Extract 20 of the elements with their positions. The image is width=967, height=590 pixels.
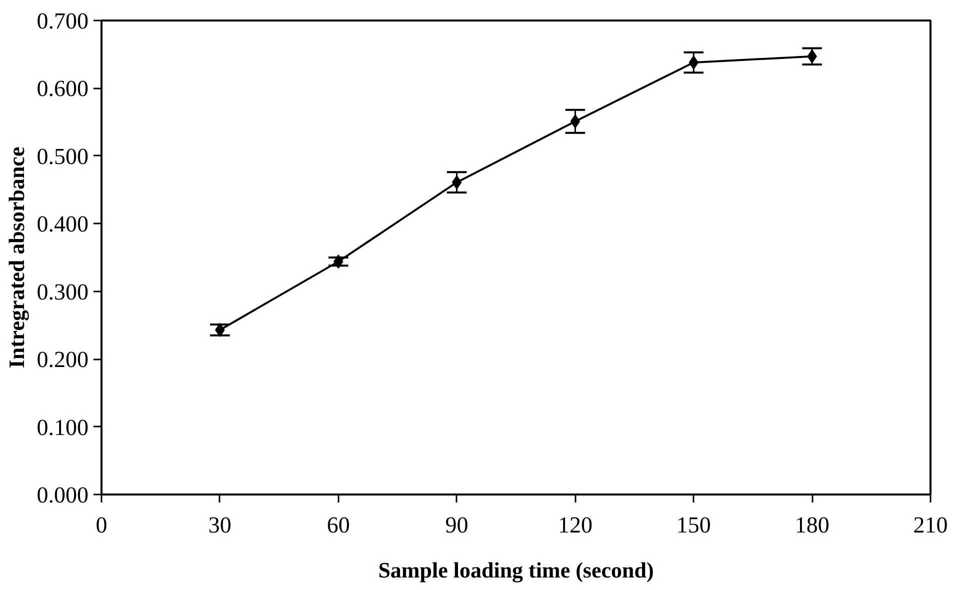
y-tick-label: 0.600 [36, 76, 88, 102]
x-tick-label: 120 [558, 512, 592, 538]
y-tick-label: 0.000 [36, 482, 88, 508]
y-tick-label: 0.400 [36, 212, 88, 237]
x-tick-label: 60 [326, 512, 350, 538]
point [452, 175, 462, 190]
x-axis-title: Sample loading time (second) [378, 558, 654, 582]
x-tick-label: 210 [913, 512, 948, 538]
point [570, 114, 580, 128]
y-axis-title: Intregrated absorbance [4, 146, 29, 368]
x-tick-label: 150 [676, 512, 711, 538]
y-tick-label: 0.500 [36, 144, 88, 169]
x-tick-label: 0 [96, 512, 108, 538]
y-tick-label: 0.700 [36, 8, 88, 34]
x-tick-label: 90 [445, 512, 468, 538]
y-tick-label: 0.100 [36, 414, 88, 440]
y-tick-label: 0.300 [36, 279, 88, 304]
x-tick-label: 180 [794, 512, 830, 538]
x-tick-label: 30 [208, 512, 232, 538]
y-tick-label: 0.200 [36, 347, 88, 372]
